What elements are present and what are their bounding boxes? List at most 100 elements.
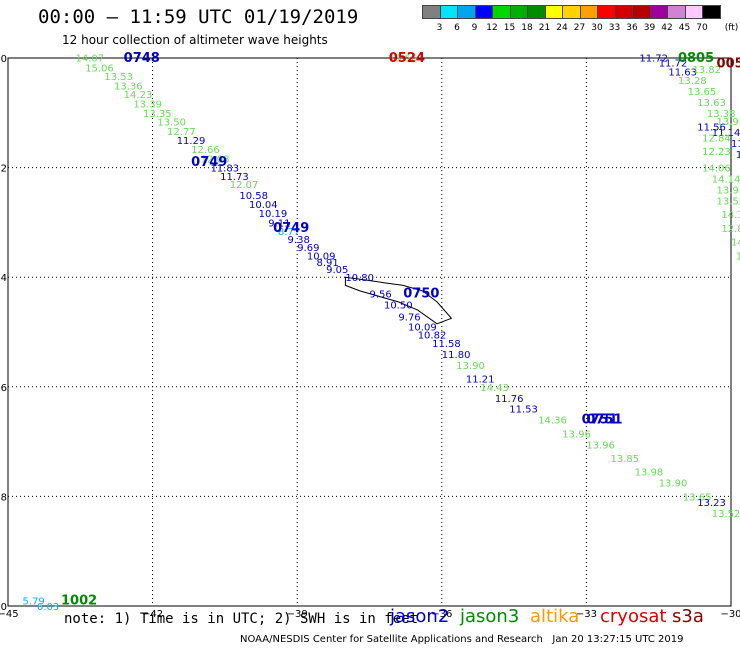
swh-label: 13.38 [707,109,736,120]
swh-label: 11.72 [659,58,688,69]
swh-label: 14.07 [75,53,104,64]
track-time-label: 0805 [678,51,714,66]
swh-label: 13.44 [736,251,740,262]
colorbar-tick-label: 6 [454,23,460,33]
swh-label: 11.15 [731,139,740,150]
colorbar-tick-label: 42 [661,23,673,33]
swh-label: 10.09 [307,251,336,262]
swh-label: 10.82 [418,331,447,342]
swh-label: 13.28 [678,76,707,87]
footer-credit: NOAA/NESDIS Center for Satellite Applica… [240,634,683,645]
swh-label: 10.50 [384,301,413,312]
swh-label: 13.39 [133,99,162,110]
legend-altika: altika [530,606,580,627]
swh-label: 12.83 [721,224,740,235]
swh-label: 15.06 [85,63,114,74]
x-tick-label: −39 [287,609,308,620]
swh-label: 13.63 [697,98,726,109]
colorbar-tick-label: 33 [608,23,621,33]
swh-label: 11.56 [697,123,726,134]
x-tick-label: −42 [142,609,163,620]
credit-org: NOAA/NESDIS Center for Satellite Applica… [240,634,543,645]
track-time-label: 0751 [582,413,618,428]
swh-label: 11.73 [220,172,249,183]
swh-label: 13.90 [659,479,688,490]
swh-label: 13.90 [456,361,485,372]
y-tick-label: −52 [0,164,7,175]
swh-label: 12.08 [201,154,230,165]
footer-note: note: 1) Time is in UTC; 2) SWH is in fe… [64,611,419,627]
legend-jason3: jason3 [460,606,520,627]
x-tick-label: −36 [431,609,452,620]
swh-label: 13.96 [586,440,615,451]
colorbar-tick-label: 9 [471,23,478,33]
colorbar-tick-label: 21 [538,23,551,33]
swh-label: 14.14 [712,175,740,186]
swh-label: 13.36 [114,81,143,92]
swh-label: 10.58 [239,191,268,202]
colorbar-tick-label: 70 [696,23,708,33]
track-time-label: 0749 [191,155,227,170]
swh-label: 11.29 [177,136,206,147]
swh-label: 11.80 [442,350,471,361]
swh-label: 8.91 [316,258,338,269]
colorbar-tick-label: 39 [643,23,656,33]
swh-label: 12.07 [230,180,259,191]
colorbar-tick-label: 27 [573,23,586,33]
swh-label: 13.96 [562,429,591,440]
swh-label: 13.65 [683,492,712,503]
swh-label: 11.76 [495,394,524,405]
swh-label: 11.70 [736,150,740,161]
swh-label: 11.72 [639,53,668,64]
chart-subtitle: 12 hour collection of altimeter wave hei… [62,33,328,47]
x-tick-label: −33 [576,609,597,620]
swh-label: 11.14 [712,128,740,139]
colorbar-unit: (ft) [724,23,739,33]
y-tick-label: −50 [0,54,7,65]
swh-label: 10.19 [259,209,288,220]
swh-label: 14.17 [721,210,740,221]
swh-label: 11.21 [466,375,495,386]
colorbar-swatch [702,5,721,19]
track-time-label: 0749 [273,221,309,236]
swh-label: 13.50 [157,118,186,129]
y-tick-label: −54 [0,273,7,284]
swh-label: 13.65 [688,87,717,98]
swh-label: 11.58 [432,339,461,350]
swh-label: 6.03 [37,602,59,613]
swh-label: 5.79 [22,597,44,608]
swh-label: 13.53 [104,72,133,83]
colorbar-tick-label: 15 [503,23,516,33]
swh-label: 8.77 [278,227,300,238]
swh-label: 13.98 [635,468,664,479]
track-time-label: 0751 [586,413,622,428]
swh-label: 11.83 [210,164,239,175]
swh-label: 9.05 [326,265,348,276]
swh-label: 9.69 [297,243,319,254]
swh-label: 13.56 [389,53,418,64]
coastline-south-georgia [344,276,453,325]
swh-label: 14.43 [480,383,509,394]
swh-label: 14.06 [702,164,731,175]
swh-label: 12.23 [702,147,731,158]
y-tick-label: −60 [0,602,7,613]
swh-label: 13.23 [697,498,726,509]
swh-label: 14.18 [731,238,740,249]
colorbar-tick-label: 24 [556,23,568,33]
swh-label: 9.56 [370,290,392,301]
legend-jason2: jason2 [390,606,450,627]
colorbar-tick-label: 30 [591,23,603,33]
swh-label: 14.36 [538,416,567,427]
swh-label: 13.52 [717,196,740,207]
swh-label: 9.38 [288,235,310,246]
colorbar-tick-label: 36 [626,23,638,33]
x-tick-label: −30 [720,609,740,620]
swh-label: 13.82 [692,65,721,76]
colorbar-tick-label: 18 [521,23,533,33]
track-time-label: 1002 [61,594,97,609]
swh-label: 13.85 [611,454,640,465]
swh-label: 12.77 [167,127,196,138]
track-time-label: 0524 [389,51,425,66]
swh-label: 13.95 [717,186,740,197]
swh-label: 11.63 [668,68,697,79]
